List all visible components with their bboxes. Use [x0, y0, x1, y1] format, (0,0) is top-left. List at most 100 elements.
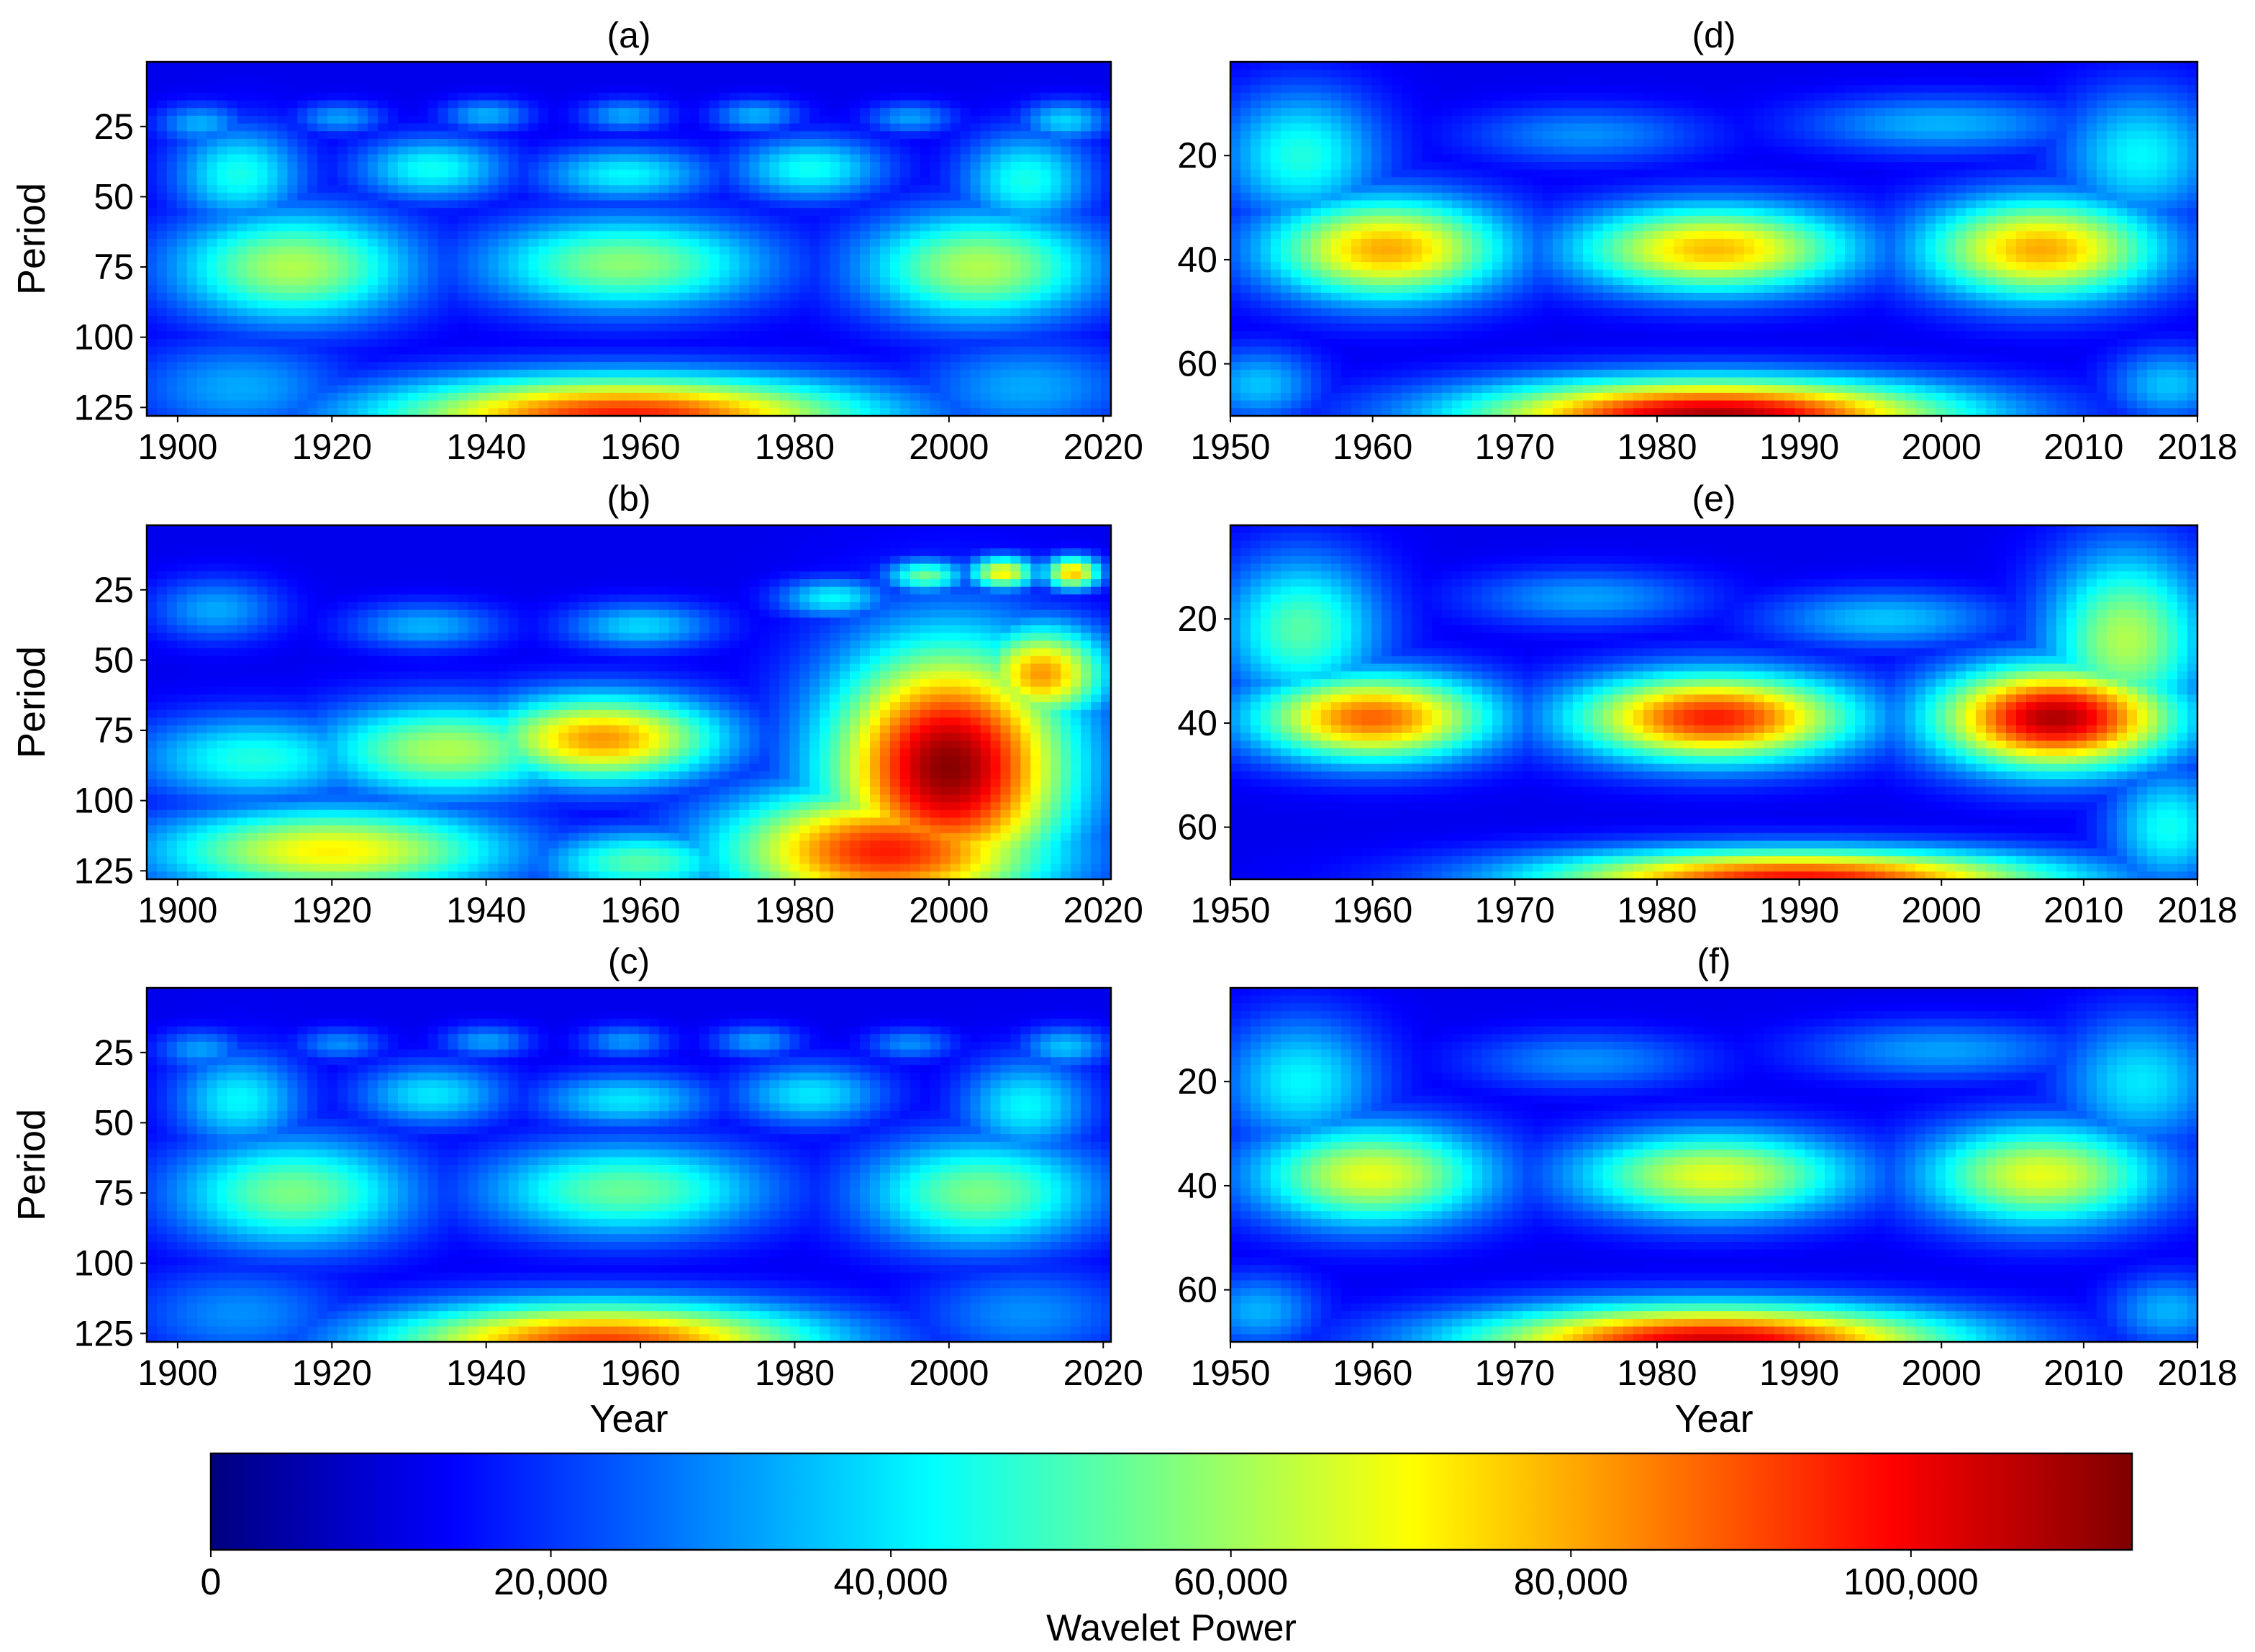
heatmap-cell — [930, 378, 941, 386]
heatmap-cell — [1030, 301, 1041, 309]
heatmap-cell — [478, 301, 489, 309]
heatmap-cell — [860, 533, 871, 541]
heatmap-cell — [961, 548, 971, 556]
heatmap-cell — [830, 301, 840, 309]
heatmap-cell — [248, 270, 258, 278]
heatmap-cell — [237, 254, 248, 262]
heatmap-cell — [669, 316, 680, 324]
heatmap-cell — [237, 116, 248, 124]
heatmap-cell — [689, 124, 700, 132]
heatmap-cell — [207, 525, 218, 533]
heatmap-cell — [950, 201, 961, 209]
heatmap-cell — [950, 93, 961, 101]
heatmap-cell — [499, 62, 509, 70]
heatmap-cell — [187, 247, 198, 255]
heatmap-cell — [237, 362, 248, 370]
heatmap-cell — [991, 185, 1002, 193]
heatmap-cell — [468, 324, 479, 332]
heatmap-cell — [940, 93, 951, 101]
heatmap-cell — [187, 277, 198, 285]
heatmap-cell — [368, 93, 378, 101]
heatmap-cell — [268, 108, 278, 116]
heatmap-cell — [237, 154, 248, 162]
heatmap-cell — [599, 316, 609, 324]
heatmap-cell — [1040, 247, 1051, 255]
heatmap-cell — [258, 93, 268, 101]
heatmap-cell — [438, 525, 449, 533]
heatmap-cell — [789, 70, 800, 78]
heatmap-cell — [709, 93, 720, 101]
heatmap-cell — [830, 385, 840, 393]
heatmap-cell — [157, 70, 168, 78]
heatmap-cell — [448, 308, 459, 316]
heatmap-cell — [348, 185, 358, 193]
heatmap-cell — [950, 301, 961, 309]
heatmap-cell — [157, 540, 168, 548]
heatmap-cell — [438, 177, 449, 185]
heatmap-cell — [920, 270, 931, 278]
heatmap-cell — [709, 540, 720, 548]
heatmap-cell — [1061, 170, 1071, 178]
heatmap-cell — [187, 100, 198, 108]
heatmap-cell — [940, 139, 951, 147]
heatmap-cell — [358, 201, 368, 209]
heatmap-cell — [769, 70, 780, 78]
heatmap-cell — [307, 324, 318, 332]
heatmap-cell — [287, 339, 298, 347]
heatmap-cell — [558, 185, 569, 193]
heatmap-cell — [448, 208, 459, 216]
heatmap-cell — [720, 77, 730, 85]
heatmap-cell — [940, 185, 951, 193]
heatmap-cell — [468, 170, 479, 178]
heatmap-cell — [468, 77, 479, 85]
heatmap-cell — [740, 347, 750, 355]
panel-1: (a)1900 1920 1940 1960 1980 2000 2020255075100… — [10, 15, 1143, 467]
heatmap-cell — [398, 100, 409, 108]
heatmap-cell — [730, 393, 740, 401]
heatmap-cell — [799, 70, 810, 78]
heatmap-cell — [568, 401, 579, 409]
heatmap-cell — [709, 378, 720, 386]
heatmap-cell — [327, 100, 338, 108]
heatmap-cell — [1010, 324, 1021, 332]
heatmap-cell — [187, 154, 198, 162]
heatmap-cell — [779, 108, 790, 116]
heatmap-cell — [468, 216, 479, 224]
heatmap-cell — [649, 62, 660, 70]
heatmap-cell — [930, 116, 941, 124]
heatmap-cell — [709, 100, 720, 108]
heatmap-cell — [438, 131, 449, 139]
heatmap-cell — [378, 293, 389, 301]
heatmap-cell — [157, 77, 168, 85]
heatmap-cell — [398, 525, 409, 533]
heatmap-cell — [1030, 401, 1041, 409]
heatmap-cell — [147, 247, 158, 255]
heatmap-cell — [167, 285, 178, 293]
heatmap-cell — [769, 533, 780, 541]
heatmap-cell — [268, 533, 278, 541]
heatmap-cell — [227, 262, 238, 270]
heatmap-cell — [740, 100, 750, 108]
heatmap-cell — [689, 216, 700, 224]
heatmap-cell — [177, 70, 188, 78]
heatmap-cell — [789, 548, 800, 556]
heatmap-cell — [750, 540, 761, 548]
heatmap-cell — [1081, 93, 1092, 101]
heatmap-cell — [679, 533, 690, 541]
heatmap-cell — [880, 262, 891, 270]
heatmap-cell — [388, 270, 399, 278]
heatmap-cell — [589, 70, 599, 78]
heatmap-cell — [499, 339, 509, 347]
heatmap-cell — [478, 100, 489, 108]
heatmap-cell — [850, 147, 861, 155]
heatmap-cell — [268, 85, 278, 93]
heatmap-cell — [900, 224, 911, 232]
heatmap-cell — [327, 385, 338, 393]
heatmap-cell — [499, 201, 509, 209]
heatmap-cell — [1071, 339, 1081, 347]
heatmap-cell — [337, 540, 348, 548]
heatmap-cell — [317, 285, 328, 293]
heatmap-cell — [528, 270, 539, 278]
heatmap-cell — [468, 62, 479, 70]
heatmap-cell — [1101, 154, 1112, 162]
